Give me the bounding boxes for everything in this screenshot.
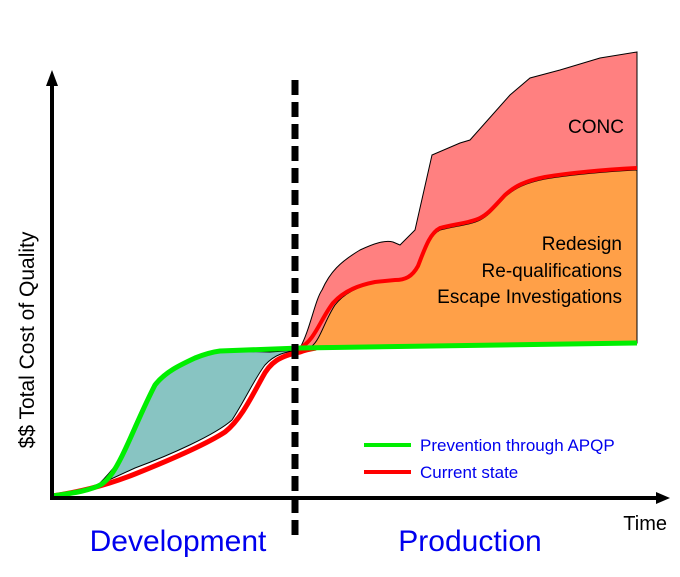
- legend-prevention-label: Prevention through APQP: [420, 436, 615, 455]
- legend-current-label: Current state: [420, 463, 518, 482]
- failure-label-requalifications: Re-qualifications: [482, 261, 622, 282]
- x-axis-arrowhead: [656, 492, 670, 504]
- x-axis-label: Time: [623, 513, 667, 535]
- failure-label-escape: Escape Investigations: [437, 287, 622, 308]
- current-state-line-development: [51, 345, 317, 499]
- y-axis-label: $$ Total Cost of Quality: [16, 231, 39, 448]
- y-axis-arrowhead: [46, 70, 58, 86]
- failure-label-redesign: Redesign: [542, 234, 622, 255]
- current-state-line-production: [298, 166, 638, 350]
- conc-label: CONC: [568, 117, 624, 138]
- phase-label-development: Development: [90, 525, 267, 558]
- phase-label-production: Production: [398, 525, 541, 558]
- prevention-line: [51, 340, 638, 499]
